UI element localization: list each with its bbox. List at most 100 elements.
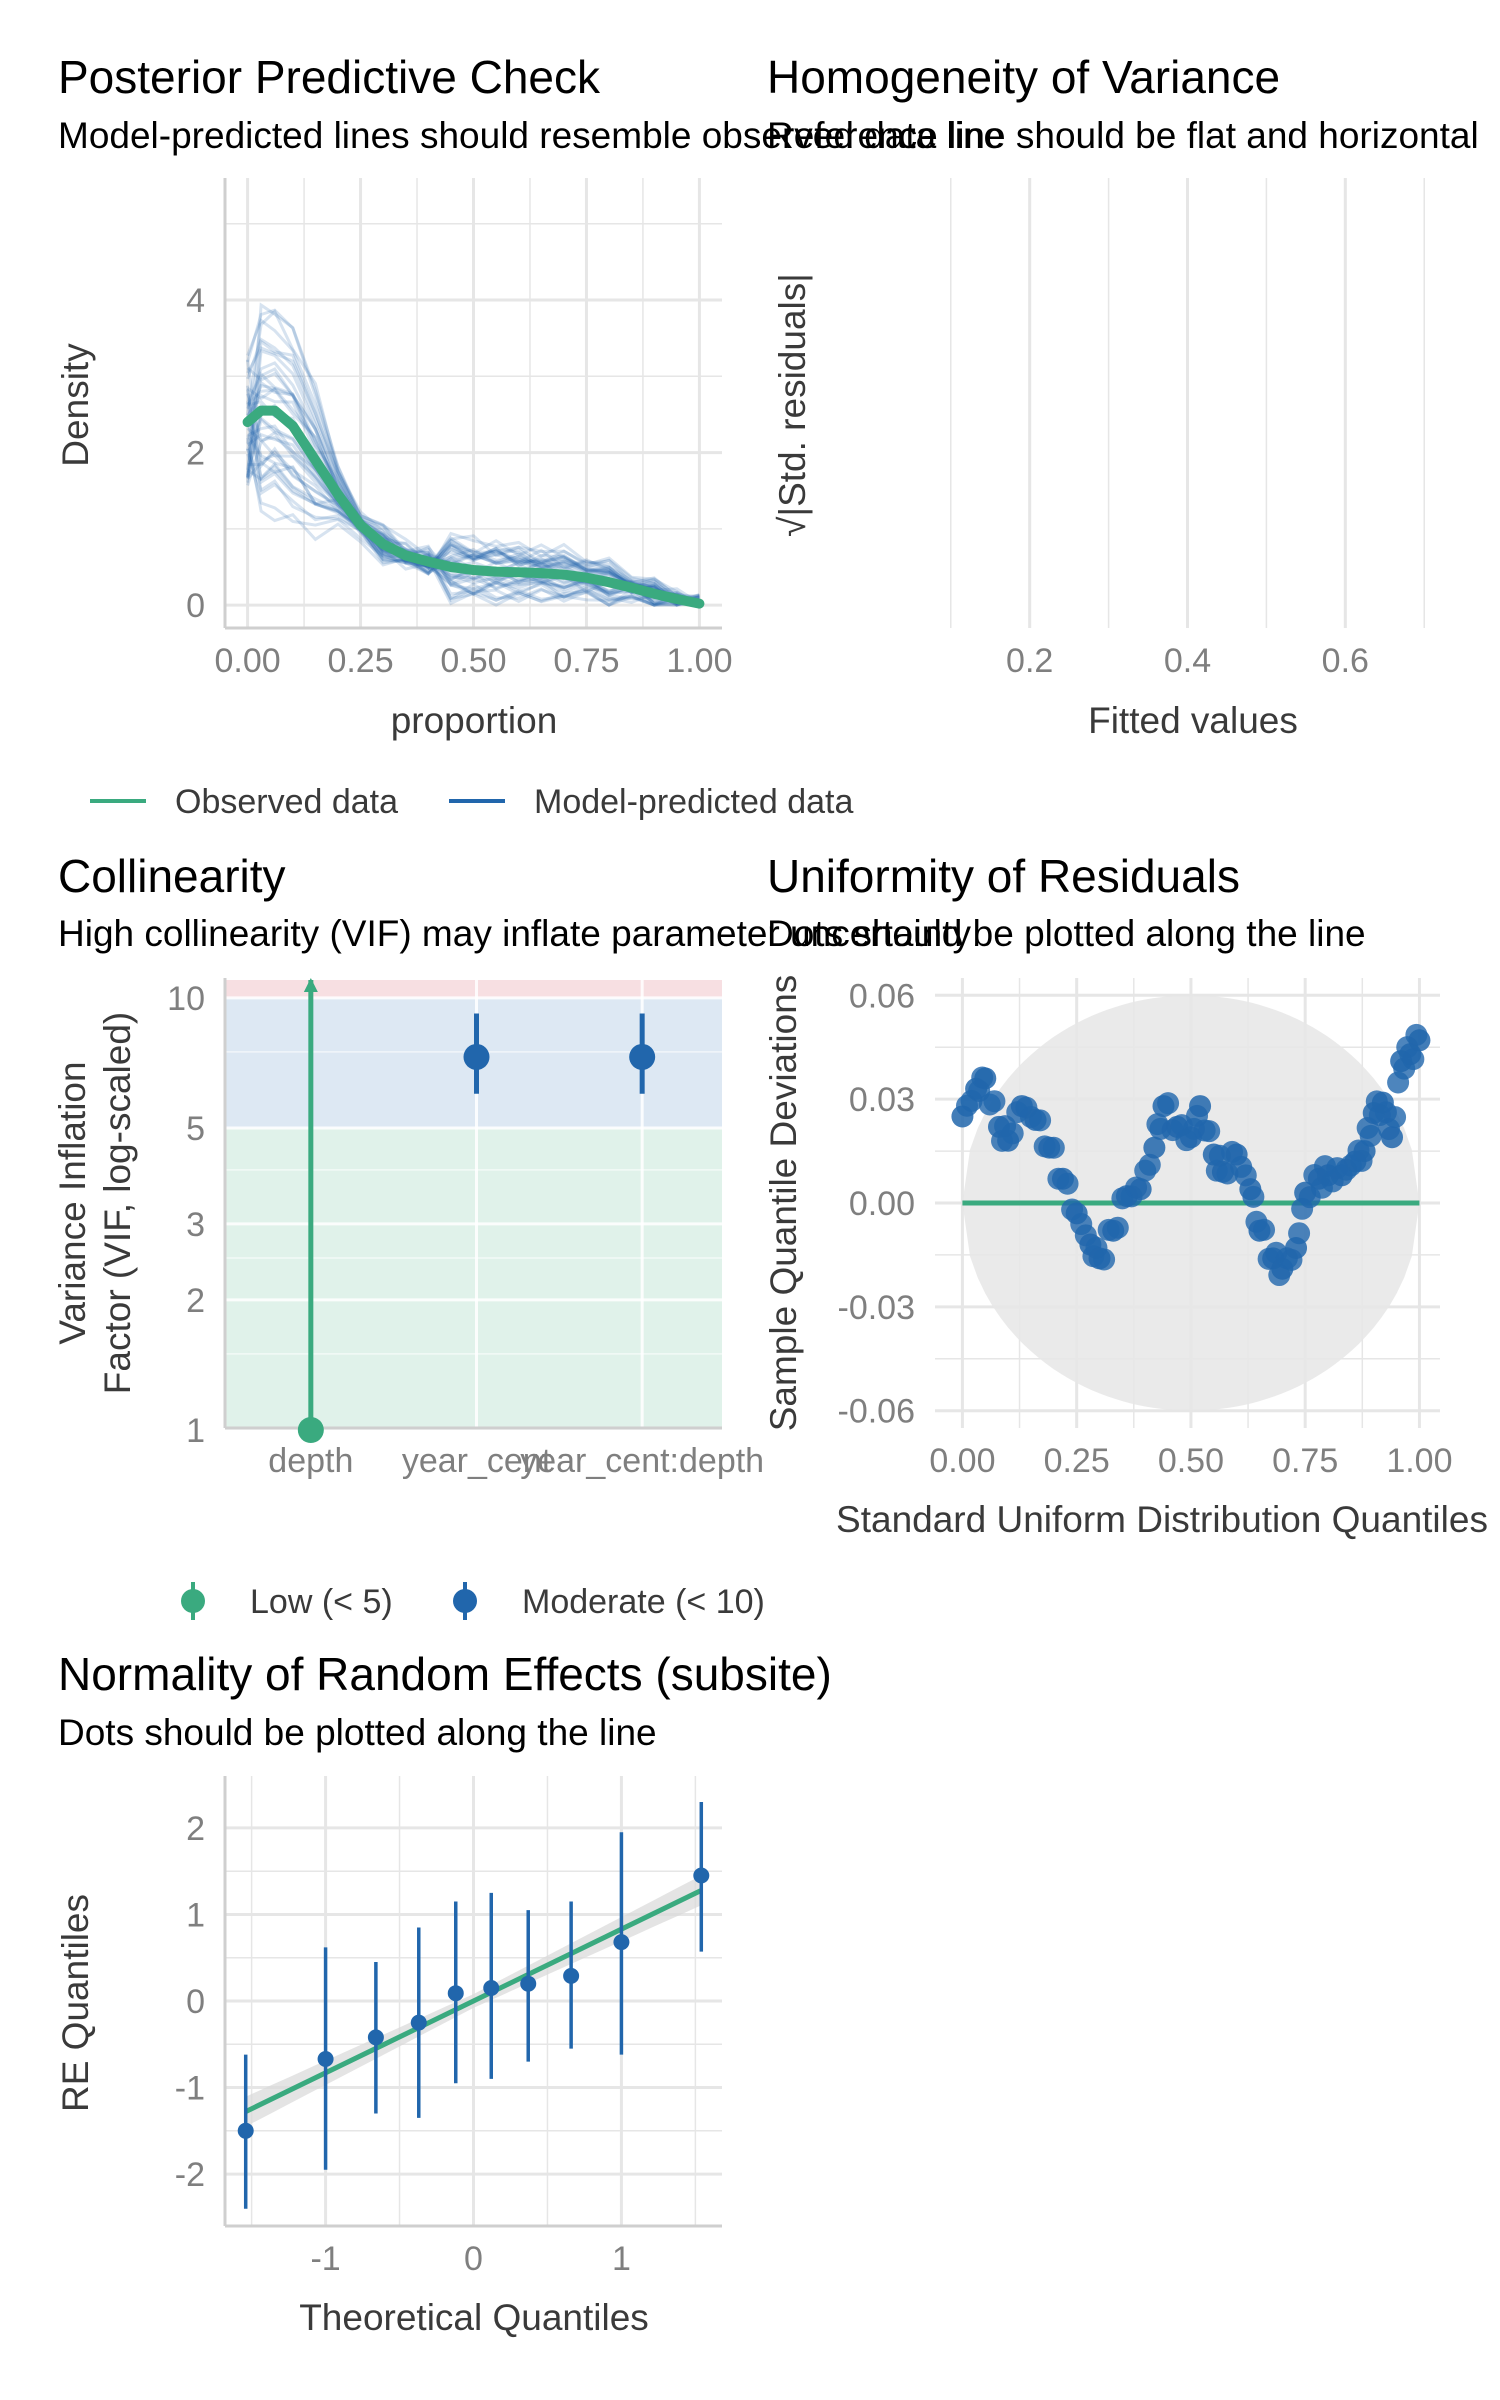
- ppc-ytick-label: 0: [186, 587, 205, 625]
- hov-xtick-label: 0.4: [1164, 642, 1211, 680]
- unif-point: [983, 1090, 1006, 1113]
- ppc-xtick-label: 0.00: [214, 642, 280, 680]
- ppc-predicted-line: [246, 349, 700, 606]
- re-xtick-label: -1: [310, 2240, 340, 2278]
- coll-ylabel-line1: Variance Inflation: [52, 1061, 93, 1344]
- hov-subtitle: Reference line should be flat and horizo…: [767, 115, 1479, 156]
- ppc-xtick-label: 0.25: [327, 642, 393, 680]
- unif-point: [1042, 1136, 1065, 1159]
- unif-ytick-label: 0.00: [849, 1185, 915, 1223]
- unif-ytick-label: -0.03: [838, 1289, 916, 1327]
- unif-point: [1288, 1222, 1311, 1245]
- unif-point: [1029, 1109, 1052, 1132]
- ppc-predicted-line: [246, 430, 700, 602]
- ppc-predicted-line: [246, 380, 700, 601]
- ppc-predicted-line: [246, 389, 701, 605]
- coll-ytick-label: 3: [186, 1206, 205, 1244]
- unif-ytick-label: 0.03: [849, 1081, 915, 1119]
- unif-point: [1106, 1216, 1129, 1239]
- legend-label-observed: Observed data: [175, 783, 398, 821]
- coll-point: [463, 1043, 490, 1070]
- re-point: [483, 1980, 500, 1997]
- legend-key-moderate: [453, 1589, 477, 1613]
- unif-point: [974, 1067, 997, 1090]
- ppc-predicted-line: [246, 415, 700, 606]
- ppc-predicted-line: [246, 302, 700, 607]
- ppc-ytick-label: 4: [186, 282, 205, 320]
- ppc-predicted-line: [246, 388, 700, 607]
- coll-band: [225, 1127, 722, 1430]
- coll-ytick-label: 1: [186, 1412, 205, 1450]
- unif-point: [1242, 1185, 1265, 1208]
- ppc-predicted-line: [246, 416, 700, 607]
- ppc-xtick-label: 0.75: [553, 642, 619, 680]
- re-subtitle: Dots should be plotted along the line: [58, 1712, 657, 1753]
- unif-plot: 0.00 0.25 0.50 0.75 1.00 -0.06 -0.03 0.00 0.03 0.…: [838, 977, 1453, 1480]
- re-point: [317, 2050, 334, 2067]
- coll-ytick-label: 2: [186, 1282, 205, 1320]
- coll-title: Collinearity: [58, 850, 286, 902]
- re-ylabel: RE Quantiles: [55, 1894, 96, 2112]
- ppc-predicted-line: [246, 401, 701, 607]
- re-ytick-label: 1: [186, 1896, 205, 1934]
- re-point: [237, 2122, 254, 2139]
- re-point: [367, 2029, 384, 2046]
- ppc-predicted-line: [246, 371, 700, 607]
- coll-subtitle: High collinearity (VIF) may inflate para…: [58, 913, 972, 954]
- re-point: [447, 1985, 464, 2002]
- hov-xtick-label: 0.2: [1006, 642, 1053, 680]
- unif-point: [1402, 1048, 1425, 1071]
- re-point: [693, 1867, 710, 1884]
- ppc-title: Posterior Predictive Check: [58, 51, 601, 103]
- re-point: [613, 1934, 630, 1951]
- ppc-predicted-line: [246, 468, 700, 606]
- unif-xtick-label: 0.00: [929, 1442, 995, 1480]
- unif-xlabel: Standard Uniform Distribution Quantiles: [836, 1499, 1488, 1540]
- ppc-xtick-label: 1.00: [666, 642, 732, 680]
- ppc-predicted-line: [246, 460, 700, 605]
- ppc-ytick-label: 2: [186, 435, 205, 473]
- ppc-predicted-line: [246, 420, 701, 607]
- unif-point: [1143, 1136, 1166, 1159]
- re-ytick-label: 2: [186, 1810, 205, 1848]
- coll-band: [225, 980, 722, 998]
- ppc-xlabel: proportion: [391, 700, 558, 741]
- legend-label-predicted: Model-predicted data: [534, 783, 854, 821]
- ppc-observed-line: [242, 405, 705, 609]
- coll-ytick-label: 5: [186, 1110, 205, 1148]
- unif-point: [1157, 1092, 1180, 1115]
- coll-ytick-label: 10: [167, 980, 205, 1018]
- re-title: Normality of Random Effects (subsite): [58, 1648, 832, 1700]
- re-ytick-label: -1: [175, 2070, 205, 2108]
- ppc-predicted-line: [246, 427, 700, 600]
- unif-xtick-label: 1.00: [1386, 1442, 1452, 1480]
- unif-point: [1253, 1218, 1276, 1241]
- unif-point: [1056, 1172, 1079, 1195]
- unif-ytick-label: 0.06: [849, 977, 915, 1015]
- re-ytick-label: -2: [175, 2156, 205, 2194]
- ppc-predicted-line: [246, 424, 700, 605]
- unif-point: [1001, 1122, 1024, 1145]
- unif-xtick-label: 0.25: [1044, 1442, 1110, 1480]
- unif-ylabel: Sample Quantile Deviations: [763, 975, 804, 1432]
- unif-point: [1138, 1153, 1161, 1176]
- ppc-predicted-line: [246, 453, 700, 605]
- legend-key-low: [181, 1589, 205, 1613]
- unif-xtick-label: 0.50: [1158, 1442, 1224, 1480]
- ppc-predicted-line: [246, 434, 700, 604]
- ppc-xtick-label: 0.50: [440, 642, 506, 680]
- legend-label-low: Low (< 5): [250, 1583, 393, 1621]
- re-xtick-label: 1: [612, 2240, 631, 2278]
- unif-point: [1359, 1124, 1382, 1147]
- unif-subtitle: Dots should be plotted along the line: [767, 913, 1366, 954]
- ppc-predicted-line: [246, 448, 700, 599]
- ppc-predicted-line: [246, 308, 700, 607]
- ppc-predicted-line: [246, 367, 700, 607]
- re-ytick-label: 0: [186, 1983, 205, 2021]
- unif-point: [1384, 1106, 1407, 1129]
- unif-point: [1198, 1120, 1221, 1143]
- hov-xlabel: Fitted values: [1088, 700, 1298, 741]
- coll-xtick-label: year_cent:depth: [520, 1442, 764, 1480]
